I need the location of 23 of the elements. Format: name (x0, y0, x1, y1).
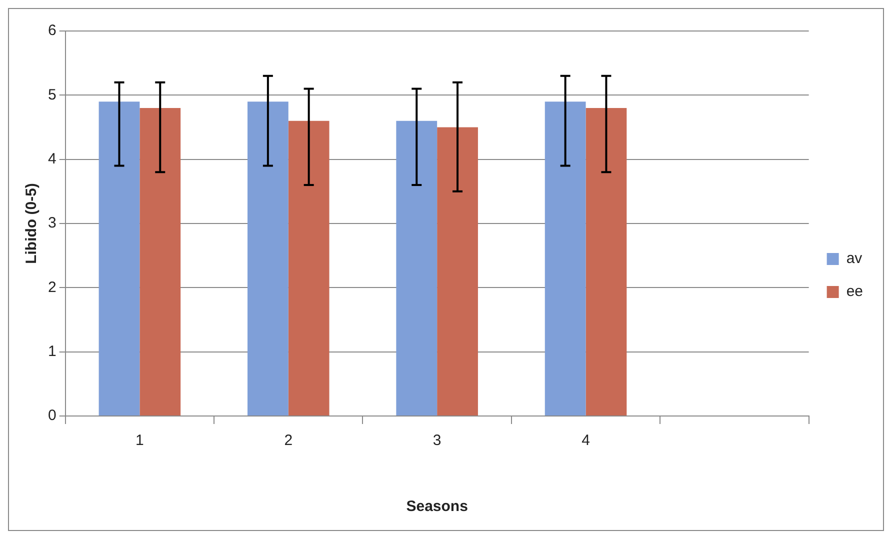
y-tick-label: 1 (48, 342, 56, 360)
y-tick-label: 2 (48, 278, 56, 296)
y-tick-label: 0 (48, 407, 56, 424)
bar (98, 102, 140, 416)
bar (437, 127, 478, 416)
bar (140, 108, 181, 416)
x-tick-label: 4 (582, 432, 590, 450)
bar (396, 120, 438, 416)
x-axis-title: Seasons (406, 498, 468, 516)
bar (288, 120, 330, 416)
x-tick-label: 3 (432, 432, 442, 450)
bar (586, 108, 627, 416)
legend-label: ee (846, 283, 864, 300)
bar (544, 102, 586, 416)
y-tick-label: 6 (48, 22, 56, 40)
y-axis-title: Libido (0-5) (23, 183, 40, 264)
y-tick-label: 3 (48, 214, 56, 232)
y-tick-label: 4 (48, 150, 56, 168)
x-tick-label: 1 (136, 432, 144, 450)
y-tick-label: 5 (48, 86, 56, 104)
legend-label: av (846, 250, 863, 268)
x-tick-label: 2 (284, 432, 293, 450)
bar (247, 102, 288, 416)
